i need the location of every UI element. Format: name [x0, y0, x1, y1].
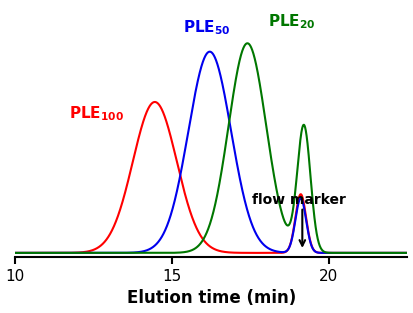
- Text: $\mathbf{PLE_{100}}$: $\mathbf{PLE_{100}}$: [69, 104, 124, 123]
- Text: $\mathbf{PLE_{20}}$: $\mathbf{PLE_{20}}$: [268, 12, 316, 31]
- Text: $\mathbf{PLE_{50}}$: $\mathbf{PLE_{50}}$: [183, 18, 231, 37]
- X-axis label: Elution time (min): Elution time (min): [127, 290, 296, 307]
- Text: flow marker: flow marker: [252, 193, 346, 207]
